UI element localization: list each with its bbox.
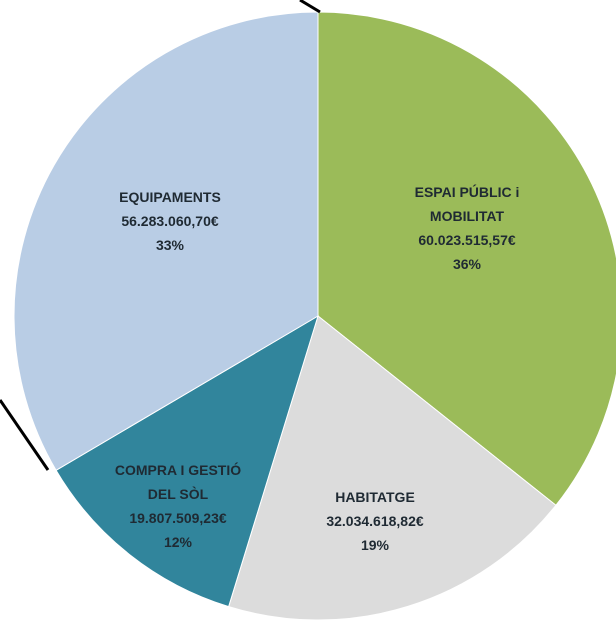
- category-label: EQUIPAMENTS: [119, 189, 221, 205]
- category-label: ESPAI PÚBLIC i MOBILITAT: [414, 184, 520, 224]
- amount-label: 19.807.509,23€: [129, 510, 227, 526]
- amount-label: 56.283.060,70€: [121, 213, 219, 229]
- pie-slice: [317, 11, 616, 506]
- pie-slice: [55, 314, 319, 608]
- percent-label: 36%: [452, 256, 482, 272]
- slice-label: COMPRA I GESTIÓ DEL SÒL 19.807.509,23€ 12%: [103, 458, 253, 554]
- slice-label: ESPAI PÚBLIC i MOBILITAT 60.023.515,57€ 36…: [392, 180, 542, 276]
- percent-label: 33%: [155, 237, 185, 253]
- slice-label: HABITATGE 32.034.618,82€ 19%: [300, 485, 450, 557]
- percent-label: 12%: [163, 534, 193, 550]
- percent-label: 19%: [360, 537, 390, 553]
- pie-slice: [228, 315, 557, 621]
- category-label: COMPRA I GESTIÓ DEL SÒL: [114, 462, 242, 502]
- amount-label: 60.023.515,57€: [418, 232, 516, 248]
- amount-label: 32.034.618,82€: [326, 513, 424, 529]
- slice-label: EQUIPAMENTS 56.283.060,70€ 33%: [95, 185, 245, 257]
- category-label: HABITATGE: [335, 489, 415, 505]
- decor-line: [299, 0, 321, 14]
- decor-line: [0, 399, 50, 471]
- pie-slice: [13, 11, 319, 471]
